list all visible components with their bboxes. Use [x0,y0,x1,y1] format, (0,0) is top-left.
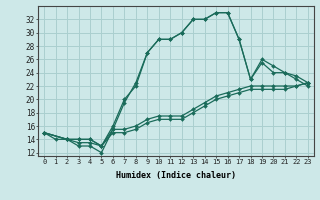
X-axis label: Humidex (Indice chaleur): Humidex (Indice chaleur) [116,171,236,180]
